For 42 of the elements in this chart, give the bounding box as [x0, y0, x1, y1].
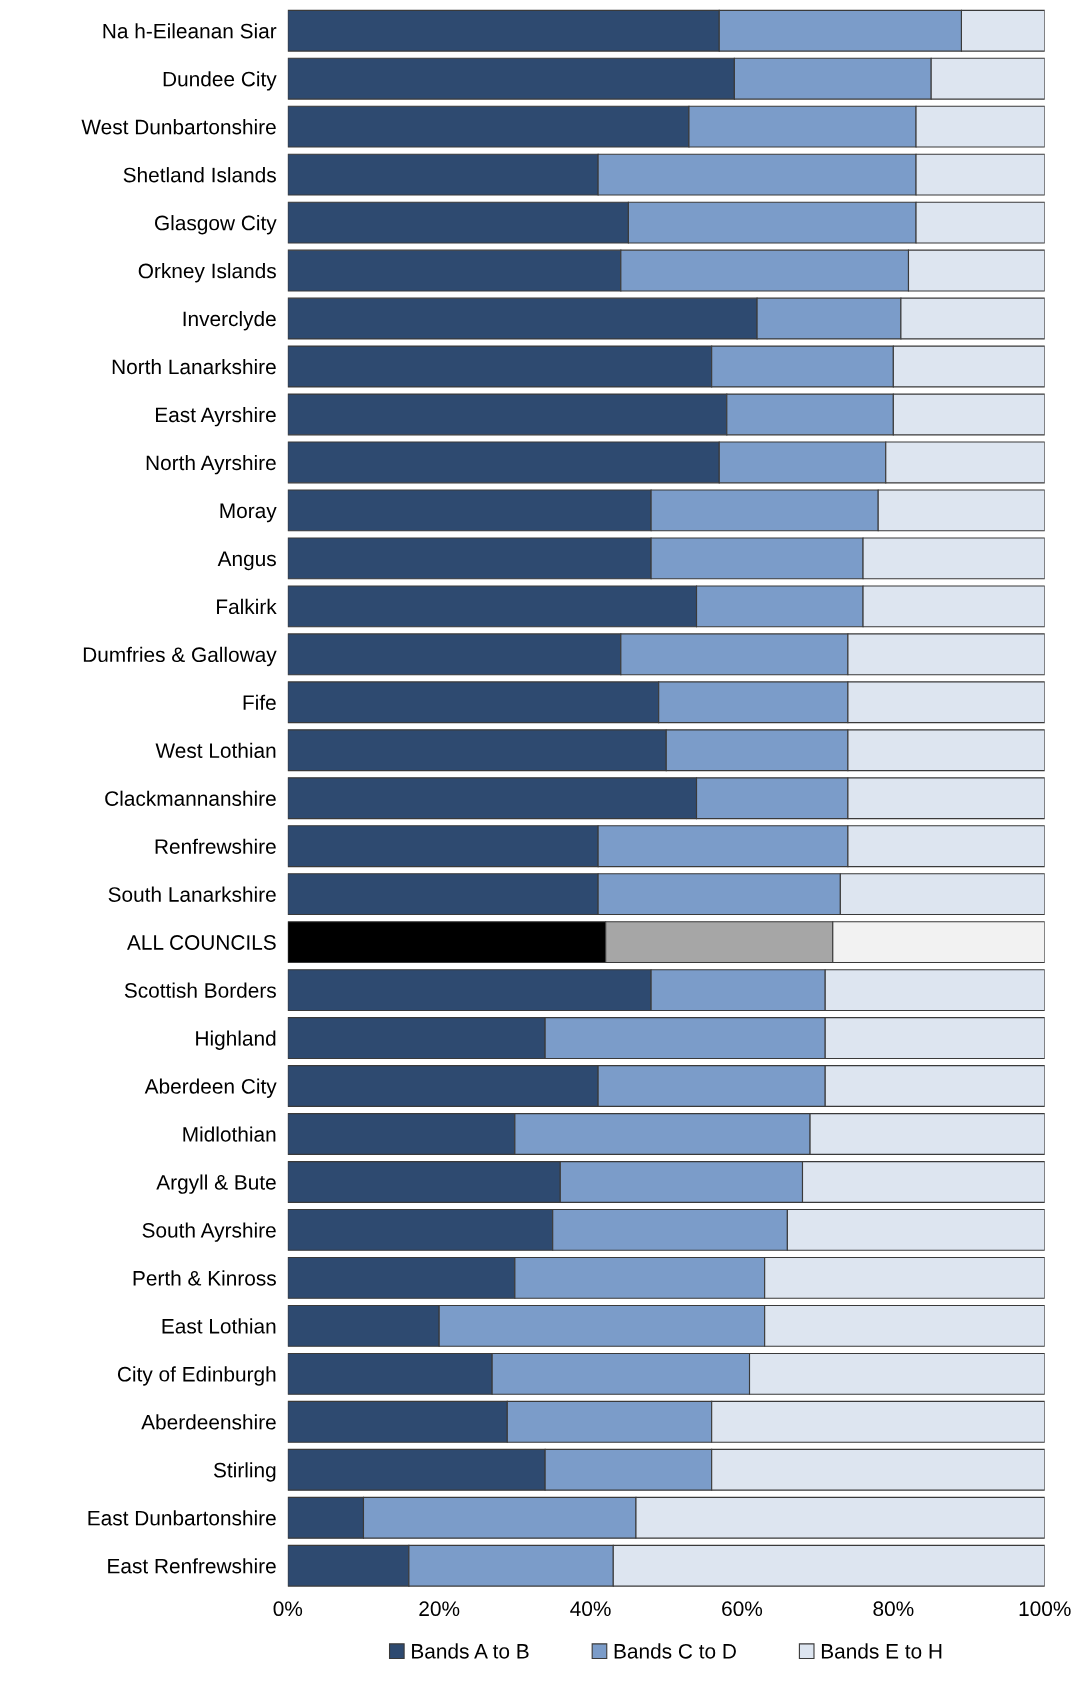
- y-tick-label: West Dunbartonshire: [81, 119, 276, 135]
- y-tick-label: Midlothian: [183, 1126, 276, 1142]
- y-tick-label: Moray: [220, 503, 277, 523]
- y-tick-label: Aberdeen City: [144, 1078, 277, 1098]
- y-tick-label: West Lothian: [155, 742, 276, 758]
- x-tick-label: 0%: [273, 1601, 303, 1617]
- x-tick-label: 40%: [570, 1601, 611, 1617]
- y-tick-label: South Ayrshire: [142, 1222, 276, 1242]
- y-tick-label: Clackmannanshire: [105, 790, 276, 806]
- y-tick-label: Highland: [196, 1030, 276, 1050]
- y-tick-label: Aberdeenshire: [141, 1414, 276, 1430]
- y-tick-label: Dumfries & Galloway: [83, 646, 277, 667]
- y-tick-label: Fife: [243, 694, 276, 711]
- y-tick-label: South Lanarkshire: [108, 886, 276, 902]
- y-tick-label: Scottish Borders: [124, 982, 276, 998]
- x-tick-label: 60%: [722, 1601, 763, 1617]
- y-tick-label: Na h-Eileanan Siar: [103, 23, 277, 39]
- y-tick-label: Glasgow City: [155, 215, 277, 235]
- legend-label: Bands C to D: [614, 1643, 736, 1659]
- y-tick-label: ALL COUNCILS: [126, 935, 276, 950]
- y-tick-label: City of Edinburgh: [117, 1366, 276, 1386]
- y-tick-label: Stirling: [213, 1462, 276, 1482]
- legend-label: Bands E to H: [821, 1643, 942, 1659]
- y-tick-label: Perth & Kinross: [133, 1270, 276, 1286]
- y-tick-label: North Ayrshire: [146, 454, 276, 475]
- x-tick-label: 100%: [1019, 1601, 1071, 1617]
- y-tick-label: North Lanarkshire: [112, 358, 276, 375]
- legend-label: Bands A to B: [412, 1643, 529, 1659]
- y-tick-label: Dundee City: [163, 71, 277, 91]
- y-tick-label: East Dunbartonshire: [88, 1510, 276, 1526]
- x-tick-label: 20%: [419, 1601, 460, 1617]
- y-tick-label: Argyll & Bute: [156, 1174, 276, 1194]
- x-tick-label: 80%: [873, 1601, 914, 1617]
- y-tick-label: Inverclyde: [183, 310, 276, 331]
- y-tick-label: Shetland Islands: [123, 167, 276, 183]
- y-tick-label: Angus: [217, 551, 276, 571]
- y-tick-label: East Ayrshire: [156, 406, 276, 427]
- y-tick-label: Falkirk: [217, 598, 277, 615]
- y-tick-label: East Renfrewshire: [108, 1558, 276, 1574]
- y-tick-label: Renfrewshire: [155, 838, 276, 854]
- y-tick-label: Orkney Islands: [138, 263, 276, 283]
- y-tick-label: East Lothian: [162, 1318, 276, 1334]
